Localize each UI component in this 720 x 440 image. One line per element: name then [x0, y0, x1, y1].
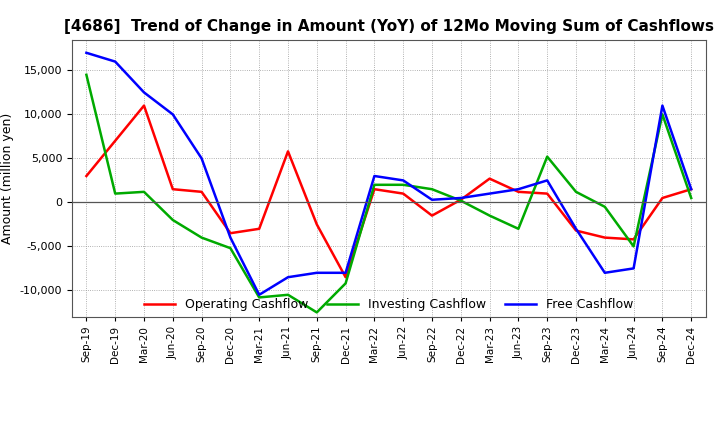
Operating Cashflow	[600, 235, 609, 240]
Operating Cashflow	[658, 195, 667, 201]
Free Cashflow	[226, 235, 235, 240]
Free Cashflow	[456, 195, 465, 201]
Investing Cashflow	[226, 246, 235, 251]
Line: Investing Cashflow: Investing Cashflow	[86, 75, 691, 312]
Free Cashflow	[111, 59, 120, 64]
Investing Cashflow	[197, 235, 206, 240]
Free Cashflow	[284, 275, 292, 280]
Title: [4686]  Trend of Change in Amount (YoY) of 12Mo Moving Sum of Cashflows: [4686] Trend of Change in Amount (YoY) o…	[64, 19, 714, 34]
Free Cashflow	[341, 270, 350, 275]
Operating Cashflow	[140, 103, 148, 108]
Free Cashflow	[312, 270, 321, 275]
Legend: Operating Cashflow, Investing Cashflow, Free Cashflow: Operating Cashflow, Investing Cashflow, …	[139, 293, 639, 316]
Operating Cashflow	[629, 237, 638, 242]
Investing Cashflow	[687, 195, 696, 201]
Investing Cashflow	[658, 112, 667, 117]
Operating Cashflow	[543, 191, 552, 196]
Free Cashflow	[197, 156, 206, 161]
Investing Cashflow	[456, 198, 465, 203]
Investing Cashflow	[168, 217, 177, 223]
Investing Cashflow	[341, 281, 350, 286]
Operating Cashflow	[82, 173, 91, 179]
Operating Cashflow	[370, 187, 379, 192]
Free Cashflow	[514, 187, 523, 192]
Operating Cashflow	[687, 187, 696, 192]
Investing Cashflow	[370, 182, 379, 187]
Free Cashflow	[428, 197, 436, 202]
Operating Cashflow	[312, 222, 321, 227]
Operating Cashflow	[514, 189, 523, 194]
Investing Cashflow	[428, 187, 436, 192]
Investing Cashflow	[572, 189, 580, 194]
Investing Cashflow	[111, 191, 120, 196]
Operating Cashflow	[456, 197, 465, 202]
Free Cashflow	[658, 103, 667, 108]
Investing Cashflow	[399, 182, 408, 187]
Investing Cashflow	[255, 295, 264, 300]
Investing Cashflow	[600, 204, 609, 209]
Operating Cashflow	[255, 226, 264, 231]
Y-axis label: Amount (million yen): Amount (million yen)	[1, 113, 14, 244]
Investing Cashflow	[140, 189, 148, 194]
Investing Cashflow	[82, 72, 91, 77]
Investing Cashflow	[629, 244, 638, 249]
Line: Free Cashflow: Free Cashflow	[86, 53, 691, 295]
Free Cashflow	[485, 191, 494, 196]
Operating Cashflow	[399, 191, 408, 196]
Free Cashflow	[82, 50, 91, 55]
Investing Cashflow	[514, 226, 523, 231]
Line: Operating Cashflow: Operating Cashflow	[86, 106, 691, 277]
Free Cashflow	[687, 187, 696, 192]
Operating Cashflow	[485, 176, 494, 181]
Operating Cashflow	[111, 138, 120, 143]
Free Cashflow	[629, 266, 638, 271]
Operating Cashflow	[284, 149, 292, 154]
Free Cashflow	[168, 112, 177, 117]
Operating Cashflow	[168, 187, 177, 192]
Free Cashflow	[572, 226, 580, 231]
Operating Cashflow	[428, 213, 436, 218]
Operating Cashflow	[197, 189, 206, 194]
Free Cashflow	[399, 178, 408, 183]
Free Cashflow	[543, 178, 552, 183]
Free Cashflow	[140, 90, 148, 95]
Operating Cashflow	[226, 231, 235, 236]
Free Cashflow	[600, 270, 609, 275]
Operating Cashflow	[341, 275, 350, 280]
Investing Cashflow	[312, 310, 321, 315]
Operating Cashflow	[572, 228, 580, 233]
Investing Cashflow	[543, 154, 552, 159]
Investing Cashflow	[284, 292, 292, 297]
Investing Cashflow	[485, 213, 494, 218]
Free Cashflow	[255, 292, 264, 297]
Free Cashflow	[370, 173, 379, 179]
